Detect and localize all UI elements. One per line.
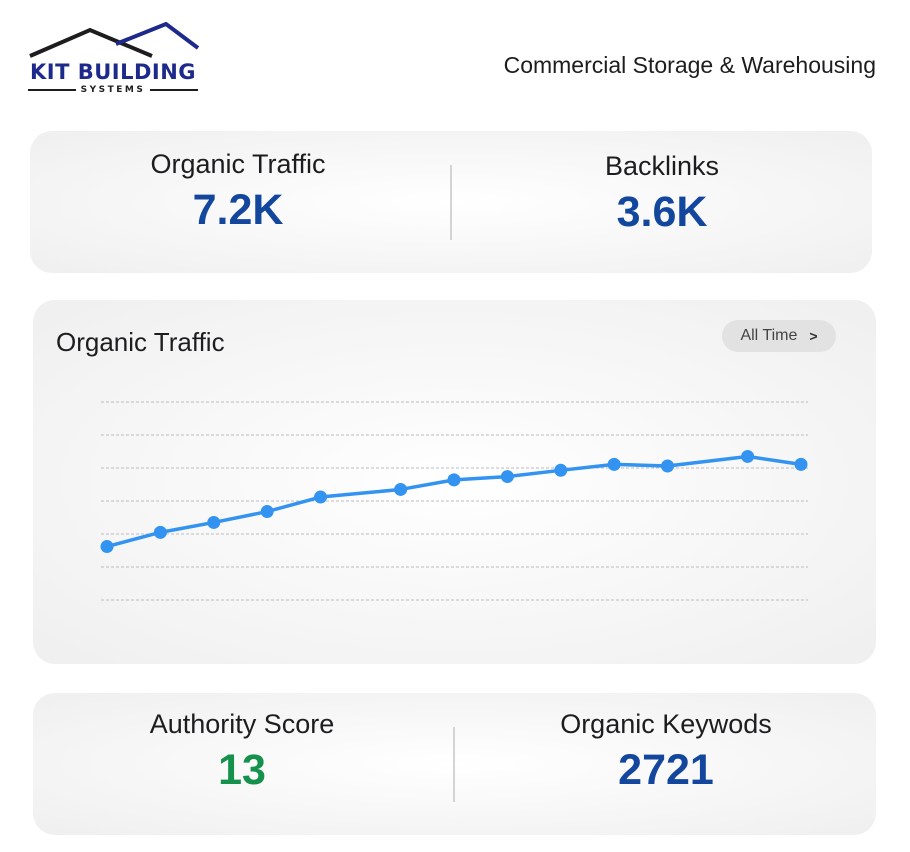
backlinks-value: 3.6K xyxy=(616,188,708,236)
data-point[interactable] xyxy=(500,470,514,484)
data-point[interactable] xyxy=(447,473,461,487)
time-range-label: All Time xyxy=(740,327,798,344)
organic-keywords-label: Organic Keywods xyxy=(560,709,772,739)
chart-title: Organic Traffic xyxy=(56,327,225,357)
logo-tagline-text: SYSTEMS xyxy=(80,85,146,95)
metric-divider xyxy=(453,727,455,802)
organic-traffic-value: 7.2K xyxy=(192,186,284,234)
traffic-chart-card: Organic Traffic All Time > xyxy=(33,300,876,664)
organic-traffic-label: Organic Traffic xyxy=(150,149,326,179)
time-range-button[interactable]: All Time > xyxy=(722,320,836,352)
backlinks-label: Backlinks xyxy=(604,151,720,181)
data-point[interactable] xyxy=(794,457,808,471)
data-point[interactable] xyxy=(260,505,274,519)
data-point[interactable] xyxy=(554,463,568,477)
data-point[interactable] xyxy=(607,457,621,471)
data-point[interactable] xyxy=(153,525,167,539)
authority-score-label: Authority Score xyxy=(149,709,335,739)
summary-card-top: Organic Traffic 7.2K Backlinks 3.6K xyxy=(30,131,872,273)
data-point[interactable] xyxy=(207,515,221,529)
organic-keywords-value: 2721 xyxy=(618,746,714,794)
chevron-right-icon: > xyxy=(809,328,818,344)
logo-wordmark: KIT BUILDING xyxy=(30,60,197,84)
organic-traffic-metric: Organic Traffic 7.2K xyxy=(138,149,338,235)
metric-divider xyxy=(450,165,452,240)
organic-keywords-metric: Organic Keywods 2721 xyxy=(531,709,801,795)
logo-tagline: SYSTEMS xyxy=(28,85,198,95)
authority-score-value: 13 xyxy=(218,746,266,794)
summary-card-bottom: Authority Score 13 Organic Keywods 2721 xyxy=(33,693,876,835)
data-point[interactable] xyxy=(100,540,114,554)
backlinks-metric: Backlinks 3.6K xyxy=(562,151,762,237)
traffic-line-chart xyxy=(100,401,808,601)
logo: KIT BUILDING SYSTEMS xyxy=(28,22,200,100)
data-point[interactable] xyxy=(314,490,328,504)
data-point[interactable] xyxy=(661,459,675,473)
authority-score-metric: Authority Score 13 xyxy=(127,709,357,795)
page-subject: Commercial Storage & Warehousing xyxy=(503,52,876,78)
roof-logo-icon xyxy=(29,22,200,58)
data-point[interactable] xyxy=(394,482,408,496)
data-point[interactable] xyxy=(741,449,755,463)
